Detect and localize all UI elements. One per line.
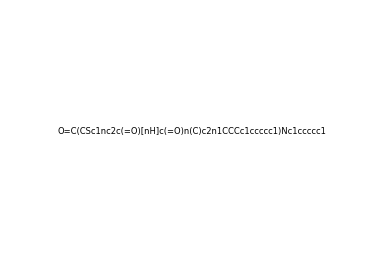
Text: O=C(CSc1nc2c(=O)[nH]c(=O)n(C)c2n1CCCc1ccccc1)Nc1ccccc1: O=C(CSc1nc2c(=O)[nH]c(=O)n(C)c2n1CCCc1cc… <box>58 127 326 136</box>
